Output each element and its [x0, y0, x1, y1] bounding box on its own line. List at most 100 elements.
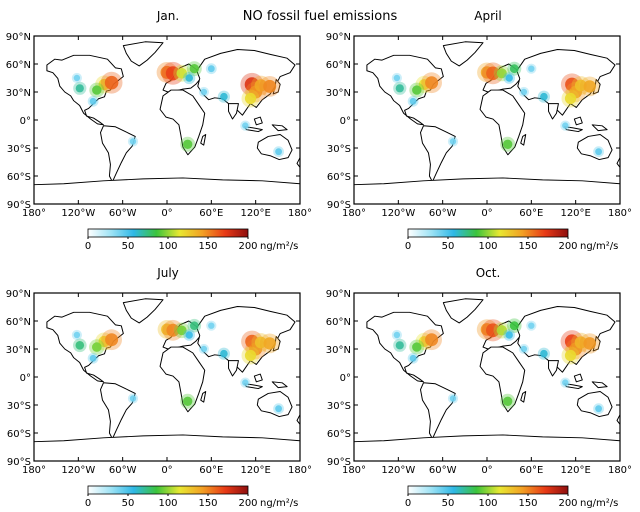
y-tick-label: 30°S [327, 144, 351, 155]
emission-hotspot [520, 88, 528, 96]
colorbar-tick-label: 100 [478, 498, 497, 509]
colorbar-tick-label: 50 [122, 241, 135, 252]
emission-hotspot [595, 405, 602, 413]
y-tick-label: 60°N [6, 317, 31, 328]
emission-hotspot [520, 345, 528, 353]
colorbar-tick-label: 100 [158, 241, 177, 252]
emission-hotspot [540, 349, 548, 358]
x-tick-label: 180° [608, 208, 632, 219]
emission-hotspot [540, 92, 548, 101]
x-tick-label: 120°E [560, 465, 590, 476]
emission-hotspot [220, 92, 228, 101]
emission-hotspot [574, 79, 587, 92]
y-tick-label: 30°N [6, 88, 31, 99]
y-tick-label: 30°S [7, 401, 31, 412]
y-tick-label: 60°N [326, 317, 351, 328]
colorbar-tick-label: 0 [405, 498, 411, 509]
map-area [34, 41, 300, 204]
y-tick-label: 90°S [7, 200, 31, 211]
map-area [354, 41, 620, 204]
colorbar-tick-label: 150 [518, 498, 537, 509]
emission-hotspot [73, 331, 81, 339]
y-tick-label: 90°N [6, 289, 31, 300]
y-tick-label: 60°N [6, 60, 31, 71]
emission-hotspot [263, 337, 276, 350]
emission-hotspot [75, 84, 84, 93]
emission-hotspot [395, 341, 404, 350]
emission-hotspot [409, 97, 417, 105]
colorbar-tick-label: 0 [405, 241, 411, 252]
panel-title: July [156, 266, 179, 280]
y-tick-label: 30°N [6, 345, 31, 356]
y-tick-label: 60°S [327, 172, 351, 183]
x-tick-label: 180° [288, 465, 312, 476]
x-tick-label: 180° [342, 208, 366, 219]
figure-title: NO fossil fuel emissions [243, 9, 398, 24]
emission-hotspot [393, 331, 401, 339]
emission-hotspot [505, 331, 513, 339]
emission-hotspot [208, 322, 215, 329]
colorbar-tick-label: 150 [198, 498, 217, 509]
y-tick-label: 30°N [326, 345, 351, 356]
emission-hotspot [176, 68, 188, 79]
emission-hotspot [496, 68, 507, 79]
emission-hotspot [166, 323, 180, 337]
emission-hotspot [129, 138, 137, 145]
emission-hotspot [275, 148, 282, 156]
emission-hotspot [183, 139, 193, 149]
y-tick-label: 90°S [327, 200, 351, 211]
colorbar: 0 50 100 150 200 ng/m²/s [405, 485, 618, 509]
emission-hotspot [505, 74, 513, 82]
emission-hotspot [73, 74, 81, 82]
emission-hotspot [449, 395, 457, 402]
panels: Jan. 180° 120°W 60°W 0° 60°E 120°E 180° 90°N 60°N… [6, 9, 632, 509]
emission-hotspot [92, 85, 102, 95]
x-tick-label: 60°E [199, 208, 223, 219]
emission-hotspot [89, 354, 97, 362]
colorbar-tick-label: 100 [158, 498, 177, 509]
x-tick-label: 180° [22, 208, 46, 219]
x-tick-label: 120°W [61, 465, 95, 476]
y-tick-label: 0° [20, 373, 31, 384]
emission-hotspot [244, 92, 257, 105]
x-tick-label: 120°E [560, 208, 590, 219]
emission-hotspot [263, 79, 277, 93]
emission-hotspot [129, 395, 137, 402]
map-area [34, 298, 300, 461]
colorbar-tick-label: 50 [122, 498, 135, 509]
x-tick-label: 0° [161, 465, 172, 476]
colorbar-gradient [87, 485, 249, 495]
colorbar: 0 50 100 150 200 ng/m²/s [85, 485, 298, 509]
colorbar: 0 50 100 150 200 ng/m²/s [405, 228, 618, 252]
colorbar-tick-label: 200 [558, 241, 577, 252]
y-tick-label: 90°S [7, 457, 31, 468]
x-tick-label: 0° [481, 465, 492, 476]
emission-hotspot [409, 354, 417, 362]
emission-hotspot [509, 321, 519, 331]
colorbar-gradient [87, 228, 249, 238]
map-area [354, 298, 620, 461]
x-tick-label: 120°E [240, 465, 270, 476]
x-tick-label: 60°W [429, 208, 457, 219]
colorbar-tick-label: 0 [85, 241, 91, 252]
emission-hotspot [496, 325, 507, 336]
y-tick-label: 60°S [7, 172, 31, 183]
colorbar-tick-label: 150 [518, 241, 537, 252]
y-tick-label: 60°N [326, 60, 351, 71]
emission-hotspot [185, 331, 193, 339]
emission-hotspot [75, 341, 85, 350]
y-tick-label: 30°S [327, 401, 351, 412]
panel-2: July 180° 120°W 60°W 0° 60°E 120°E 180° 90°N 60°N… [6, 266, 312, 509]
emission-hotspot [564, 349, 577, 362]
emission-hotspot [503, 139, 513, 149]
x-tick-label: 120°E [240, 208, 270, 219]
emission-hotspot [449, 138, 457, 145]
y-tick-label: 60°S [7, 429, 31, 440]
emission-hotspot [189, 63, 199, 74]
x-tick-label: 60°E [519, 465, 543, 476]
emission-hotspot [89, 97, 97, 105]
panel-title: Oct. [476, 266, 501, 280]
y-tick-label: 90°N [326, 32, 351, 43]
emission-hotspot [104, 75, 119, 90]
panel-title: Jan. [156, 9, 179, 23]
